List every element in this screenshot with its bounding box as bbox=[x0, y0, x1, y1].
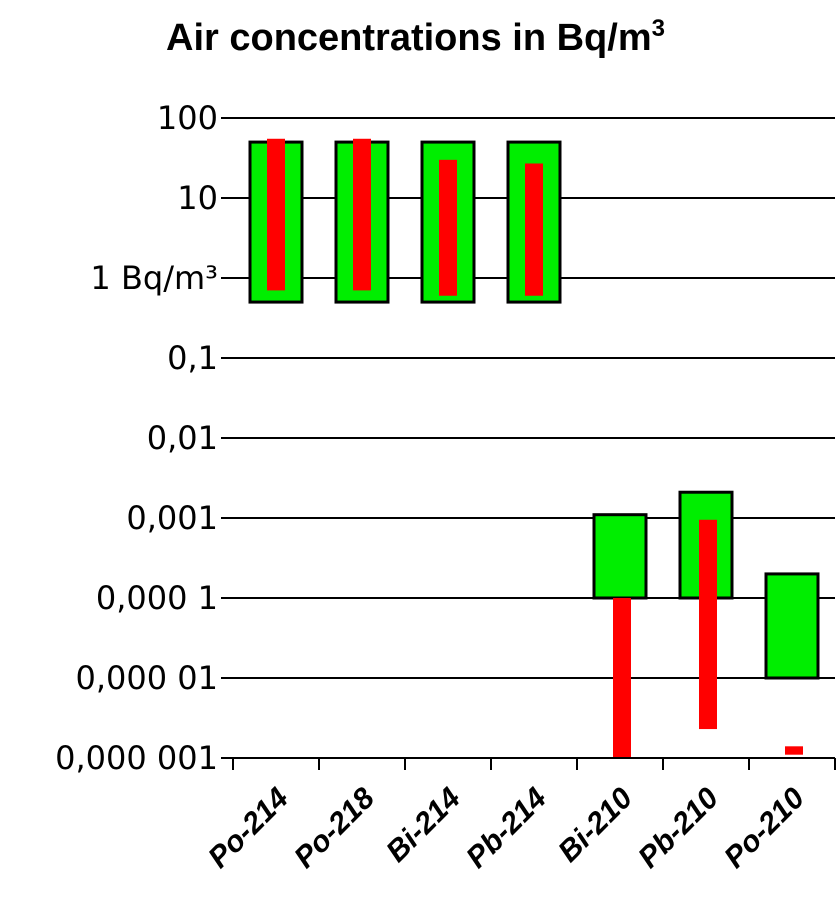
y-tick-label: 0,001 bbox=[126, 499, 218, 537]
red-range-bar bbox=[525, 163, 543, 296]
red-range-bar bbox=[439, 159, 457, 296]
category-label: Pb-210 bbox=[632, 781, 725, 874]
y-tick-label: 0,1 bbox=[167, 339, 218, 377]
y-tick-label: 0,000 1 bbox=[96, 579, 218, 617]
red-range-bar bbox=[785, 746, 803, 755]
category-labels: Po-214Po-218Bi-214Pb-214Bi-210Pb-210Po-2… bbox=[202, 781, 811, 874]
chart-title-superscript: 3 bbox=[652, 15, 665, 42]
category-label: Bi-214 bbox=[380, 781, 467, 868]
chart-title: Air concentrations in Bq/m3 bbox=[166, 15, 665, 59]
y-tick-labels: 100 10 1 Bq/m³ 0,1 0,01 0,001 0,000 1 0,000 01 0… bbox=[55, 99, 218, 777]
category-label: Pb-214 bbox=[460, 781, 553, 874]
red-range-bar bbox=[267, 138, 285, 291]
y-tick-label: 0,01 bbox=[147, 419, 218, 457]
y-tick-label: 10 bbox=[177, 179, 218, 217]
range-bars bbox=[248, 138, 820, 758]
category-label: Po-214 bbox=[202, 781, 295, 874]
red-range-bar bbox=[699, 519, 717, 730]
red-range-bar bbox=[353, 138, 371, 291]
category-label: Po-210 bbox=[718, 781, 811, 874]
green-range-bar bbox=[764, 572, 820, 680]
y-tick-label: 1 Bq/m³ bbox=[90, 259, 218, 297]
x-axis bbox=[232, 757, 836, 770]
category-label: Po-218 bbox=[288, 781, 381, 874]
y-tick-label: 100 bbox=[157, 99, 218, 137]
category-label: Bi-210 bbox=[552, 781, 639, 868]
red-range-bar bbox=[613, 598, 631, 758]
green-range-bar bbox=[592, 513, 648, 600]
y-tick-label: 0,000 01 bbox=[76, 659, 219, 697]
y-tick-label: 0,000 001 bbox=[55, 739, 218, 777]
